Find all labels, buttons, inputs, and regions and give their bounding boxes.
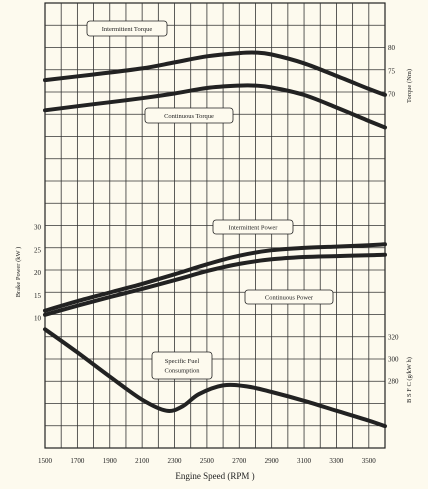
callout-box (144, 107, 234, 124)
power-tick-label: 20 (34, 269, 42, 277)
x-tick-label: 2500 (200, 457, 215, 465)
callouts: Intermittent Torque Continuous Torque Inte… (86, 20, 334, 380)
callout-box (151, 351, 213, 380)
grid (44, 2, 386, 449)
series-line-continuous-torque (43, 83, 387, 130)
callout-label-continuous-torque: Continuous Torque (164, 113, 214, 120)
x-tick-label: 3100 (297, 457, 312, 465)
callout-label-intermittent-torque: Intermittent Torque (102, 26, 153, 33)
torque-tick-label: 75 (388, 67, 396, 75)
x-tick-label: 1900 (103, 457, 118, 465)
torque-tick-label: 70 (388, 91, 396, 99)
x-axis-title: Engine Speed (RPM ) (175, 471, 254, 481)
x-tick-label: 2900 (265, 457, 280, 465)
power-tick-label: 15 (34, 292, 42, 300)
bsfc-tick-label: 320 (388, 334, 399, 342)
torque-tick-label: 80 (388, 44, 396, 52)
torque-axis-title: Torque (Nm) (406, 69, 413, 103)
bsfc-tick-label: 300 (388, 356, 399, 364)
callout-label-continuous-power: Continuous Power (265, 294, 314, 301)
callout-box (86, 20, 168, 37)
x-tick-label: 1700 (70, 457, 85, 465)
power-tick-label: 10 (34, 315, 42, 323)
x-tick-label: 3500 (362, 457, 377, 465)
power-axis-title: Brake Power (kW ) (15, 247, 22, 298)
callout-label-specific-fuel-consumption: Consumption (164, 368, 200, 375)
callout-box (244, 289, 334, 305)
x-tick-label: 3300 (329, 457, 344, 465)
x-tick-label: 2100 (135, 457, 150, 465)
curves (43, 50, 387, 429)
x-tick-label: 2300 (168, 457, 183, 465)
tick-labels: 1500 1700 1900 2100 2300 2500 2700 2900 3100 3300… (34, 44, 399, 465)
callout-label-intermittent-power: Intermittent Power (229, 224, 279, 231)
power-tick-label: 25 (34, 246, 42, 254)
power-tick-label: 30 (34, 224, 42, 232)
series-line-specific-fuel-consumption (43, 327, 387, 429)
callout-label-specific-fuel-consumption: Specific Fuel (165, 358, 200, 365)
series-line-intermittent-power (43, 242, 387, 313)
x-tick-label: 2700 (232, 457, 247, 465)
series-line-continuous-power (43, 252, 387, 317)
bsfc-axis-title: B S F C (g/kW h) (406, 357, 413, 403)
series-line-intermittent-torque (43, 50, 387, 97)
bsfc-tick-label: 280 (388, 378, 399, 386)
x-tick-label: 1500 (38, 457, 53, 465)
callout-box (212, 219, 294, 235)
